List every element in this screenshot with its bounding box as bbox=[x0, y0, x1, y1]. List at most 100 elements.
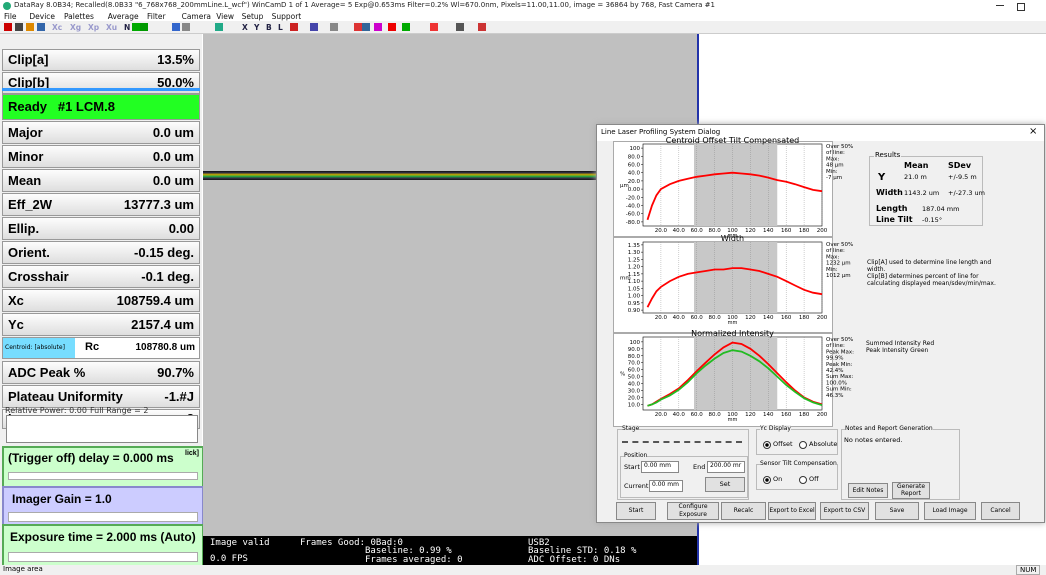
result-row: Eff_2W13777.3 um bbox=[2, 193, 200, 216]
toolbar-icon[interactable] bbox=[430, 23, 438, 31]
toolbar-icon[interactable] bbox=[26, 23, 34, 31]
toolbar-icon[interactable] bbox=[402, 23, 410, 31]
toolbar-icon[interactable] bbox=[362, 23, 370, 31]
toolbar-label[interactable]: Y bbox=[254, 23, 259, 32]
button[interactable]: Edit Notes bbox=[848, 483, 888, 498]
text-box[interactable] bbox=[6, 415, 198, 443]
toolbar-icon[interactable] bbox=[182, 23, 190, 31]
menu-item[interactable]: Support bbox=[272, 12, 302, 21]
dialog-close[interactable]: × bbox=[1029, 126, 1037, 137]
text-field[interactable]: 200.00 mr bbox=[707, 461, 745, 473]
menu-item[interactable]: Palettes bbox=[64, 12, 94, 21]
toolbar-label[interactable]: B bbox=[266, 23, 272, 32]
result-row: Yc2157.4 um bbox=[2, 313, 200, 336]
button[interactable]: Cancel bbox=[981, 502, 1020, 520]
toolbar-icon[interactable] bbox=[140, 23, 148, 31]
width-note: Clip[B] determines percent of line for bbox=[867, 273, 979, 280]
button[interactable]: Save bbox=[875, 502, 919, 520]
toolbar-label[interactable]: Xu bbox=[106, 23, 117, 32]
row-label: Crosshair bbox=[8, 269, 69, 284]
menu-item[interactable]: Average bbox=[108, 12, 139, 21]
menu-item[interactable]: View bbox=[216, 12, 234, 21]
centroid-mode[interactable]: Centroid: [absolute] bbox=[3, 338, 75, 358]
results-head: Mean bbox=[904, 161, 928, 170]
toolbar-icon[interactable] bbox=[172, 23, 180, 31]
button[interactable]: Start bbox=[616, 502, 656, 520]
button-label: Load Image bbox=[925, 503, 975, 519]
row-value: -0.1 deg. bbox=[141, 269, 194, 284]
text-field[interactable]: 0.00 mm bbox=[641, 461, 679, 473]
row-label: Plateau Uniformity bbox=[8, 389, 123, 404]
menu-item[interactable]: Device bbox=[29, 12, 55, 21]
toolbar-icon[interactable] bbox=[310, 23, 318, 31]
row-value: 0.0 um bbox=[153, 149, 194, 164]
exposure-text: Exposure time = 2.000 ms (Auto) bbox=[10, 530, 196, 544]
radio-button[interactable] bbox=[763, 441, 771, 449]
toolbar-icon[interactable] bbox=[4, 23, 12, 31]
image-status-text: 0.0 FPS bbox=[210, 554, 248, 564]
notes-group: Notes and Report GenerationNo notes ente… bbox=[841, 429, 960, 500]
toolbar-icon[interactable] bbox=[290, 23, 298, 31]
row-label: Clip[a] bbox=[8, 52, 48, 67]
button[interactable]: Export to Excel bbox=[768, 502, 816, 520]
stage-slider[interactable] bbox=[622, 438, 742, 443]
trigger-slider[interactable] bbox=[8, 472, 198, 480]
centroid-value: 108780.8 um bbox=[136, 342, 196, 353]
toolbar-icon[interactable] bbox=[374, 23, 382, 31]
results-box: ResultsMeanSDevY21.0 m+/-9.5 mWidth1143.… bbox=[869, 156, 983, 226]
radio-label: On bbox=[773, 475, 782, 483]
toolbar-icon[interactable] bbox=[456, 23, 464, 31]
group-title: Sensor Tilt Compensation bbox=[760, 460, 837, 467]
button[interactable]: Generate Report bbox=[892, 482, 930, 499]
button[interactable]: Recalc bbox=[721, 502, 766, 520]
group-title: Notes and Report Generation bbox=[845, 425, 933, 432]
row-label: Minor bbox=[8, 149, 43, 164]
button[interactable]: Configure Exposure bbox=[667, 502, 719, 520]
radio-label: Absolute bbox=[809, 440, 837, 448]
toolbar-icon[interactable] bbox=[15, 23, 23, 31]
toolbar-label[interactable]: Xc bbox=[52, 23, 62, 32]
clip-row: Clip[a]13.5% bbox=[2, 49, 200, 71]
toolbar-label[interactable]: L bbox=[278, 23, 283, 32]
button-label: Configure Exposure bbox=[668, 503, 718, 519]
maximize-button[interactable] bbox=[1017, 3, 1025, 11]
button[interactable]: Load Image bbox=[924, 502, 976, 520]
centroid-row: Centroid: [absolute]Rc108780.8 um bbox=[2, 337, 200, 359]
image-status-text: Frames averaged: 0 bbox=[365, 555, 463, 565]
toolbar-label[interactable]: N bbox=[124, 23, 130, 32]
button-label: Generate Report bbox=[894, 483, 928, 497]
button[interactable]: Export to CSV bbox=[820, 502, 869, 520]
results-label: Length bbox=[876, 204, 907, 213]
toolbar-label[interactable]: X bbox=[242, 23, 248, 32]
width-note: width. bbox=[867, 266, 885, 273]
toolbar-icon[interactable] bbox=[37, 23, 45, 31]
minimize-button[interactable] bbox=[996, 5, 1004, 6]
image-status-text: ADC Offset: 0 DNs bbox=[528, 555, 620, 565]
menu-item[interactable]: Camera bbox=[182, 12, 211, 21]
toolbar-icon[interactable] bbox=[478, 23, 486, 31]
results-sdev: +/-27.3 um bbox=[948, 189, 985, 197]
exposure-slider[interactable] bbox=[8, 552, 198, 562]
toolbar-icon[interactable] bbox=[132, 23, 140, 31]
toolbar-label[interactable]: Xp bbox=[88, 23, 99, 32]
group-title: Yc Display bbox=[760, 425, 791, 432]
menu-item[interactable]: Setup bbox=[242, 12, 264, 21]
row-label: Eff_2W bbox=[8, 197, 52, 212]
button[interactable]: Set bbox=[705, 477, 745, 492]
menu-item[interactable]: File bbox=[4, 12, 17, 21]
toolbar-icon[interactable] bbox=[330, 23, 338, 31]
toolbar-label[interactable]: Xg bbox=[70, 23, 81, 32]
toolbar-icon[interactable] bbox=[215, 23, 223, 31]
radio-button[interactable] bbox=[799, 476, 807, 484]
text-field[interactable]: 0.00 mm bbox=[649, 480, 683, 492]
toolbar-icon[interactable] bbox=[354, 23, 362, 31]
menu-item[interactable]: Filter bbox=[147, 12, 166, 21]
radio-group: Yc DisplayOffsetAbsolute bbox=[756, 429, 838, 455]
gain-slider[interactable] bbox=[8, 512, 198, 522]
radio-button[interactable] bbox=[799, 441, 807, 449]
row-label: Yc bbox=[8, 317, 24, 332]
plot-panel bbox=[613, 237, 833, 333]
radio-button[interactable] bbox=[763, 476, 771, 484]
toolbar-icon[interactable] bbox=[388, 23, 396, 31]
